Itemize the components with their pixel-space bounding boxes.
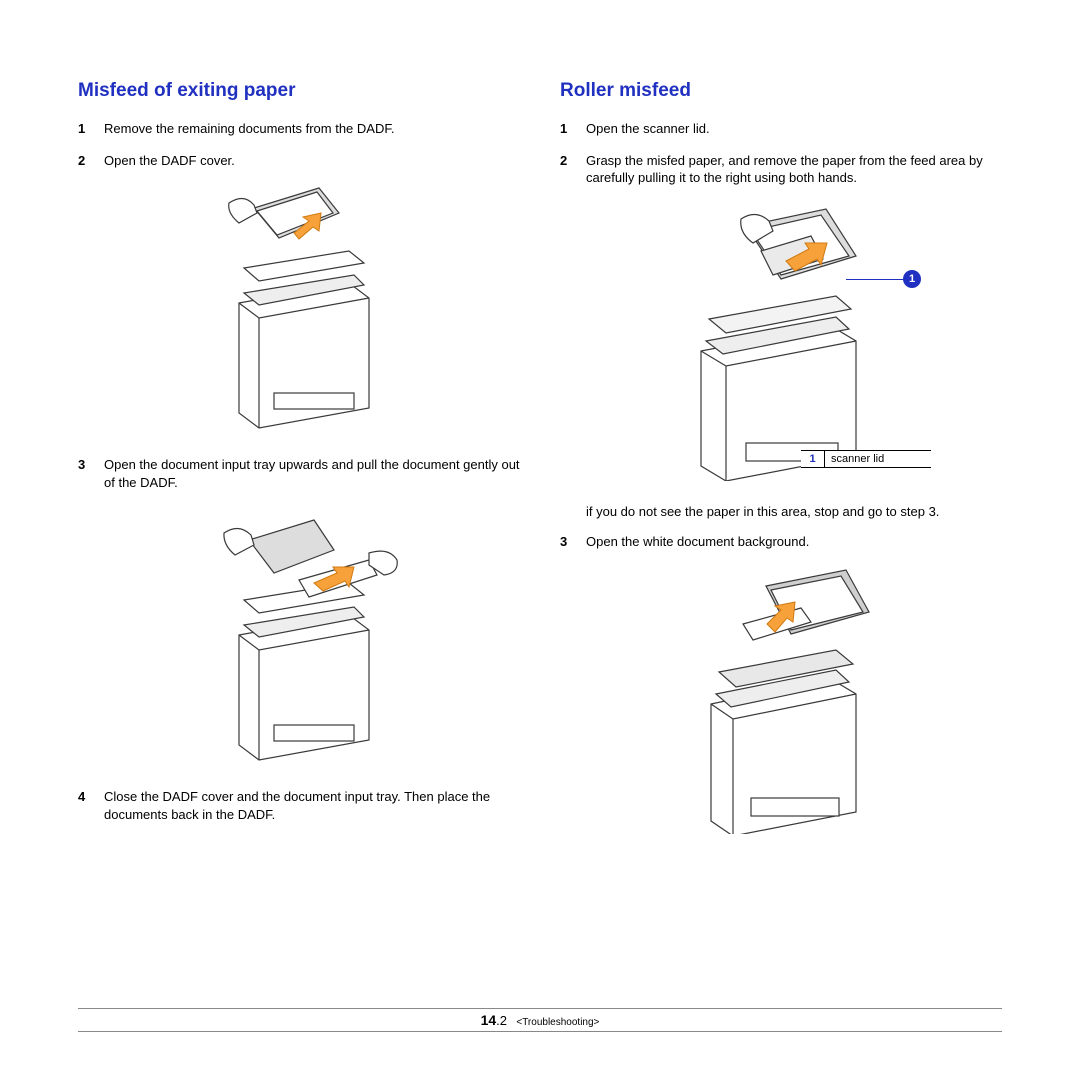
step-item: 4 Close the DADF cover and the document … (78, 788, 520, 823)
callout-line (846, 279, 906, 280)
callout-badge-number: 1 (909, 273, 915, 285)
callout-badge: 1 (903, 270, 921, 288)
callout-legend-number: 1 (801, 451, 825, 467)
page-section-title: <Troubleshooting> (516, 1017, 599, 1028)
page-number-minor: .2 (496, 1013, 507, 1028)
heading-misfeed-exiting: Misfeed of exiting paper (78, 80, 520, 102)
step-text: Open the scanner lid. (586, 120, 1002, 138)
right-column: Roller misfeed 1 Open the scanner lid. 2… (560, 80, 1002, 857)
step-number: 3 (560, 533, 572, 551)
step-item: 1 Remove the remaining documents from th… (78, 120, 520, 138)
figure-scanner-lid-open: 1 1 scanner lid (560, 201, 1002, 486)
step-text: Open the white document background. (586, 533, 1002, 551)
step-number: 3 (78, 456, 90, 491)
step-item: 2 Grasp the misfed paper, and remove the… (560, 152, 1002, 187)
step-number: 1 (560, 120, 572, 138)
figure-white-document-background (560, 564, 1002, 839)
step-text: Remove the remaining documents from the … (104, 120, 520, 138)
step-text: Grasp the misfed paper, and remove the p… (586, 152, 1002, 187)
callout-legend-label: scanner lid (825, 451, 931, 467)
page-footer: 14.2 <Troubleshooting> (78, 1008, 1002, 1032)
step-text: Open the document input tray upwards and… (104, 456, 520, 491)
step-number: 2 (78, 152, 90, 170)
figure-dadf-cover-open (78, 183, 520, 438)
page-number-major: 14 (481, 1012, 497, 1028)
step-item: 3 Open the document input tray upwards a… (78, 456, 520, 491)
step-number: 4 (78, 788, 90, 823)
step-text: Open the DADF cover. (104, 152, 520, 170)
heading-roller-misfeed: Roller misfeed (560, 80, 1002, 102)
conditional-note: if you do not see the paper in this area… (586, 504, 1002, 519)
callout-legend: 1 scanner lid (801, 450, 931, 468)
step-number: 2 (560, 152, 572, 187)
figure-dadf-pull-document (78, 505, 520, 770)
step-number: 1 (78, 120, 90, 138)
left-column: Misfeed of exiting paper 1 Remove the re… (78, 80, 520, 857)
step-text: Close the DADF cover and the document in… (104, 788, 520, 823)
step-item: 1 Open the scanner lid. (560, 120, 1002, 138)
step-item: 3 Open the white document background. (560, 533, 1002, 551)
step-item: 2 Open the DADF cover. (78, 152, 520, 170)
